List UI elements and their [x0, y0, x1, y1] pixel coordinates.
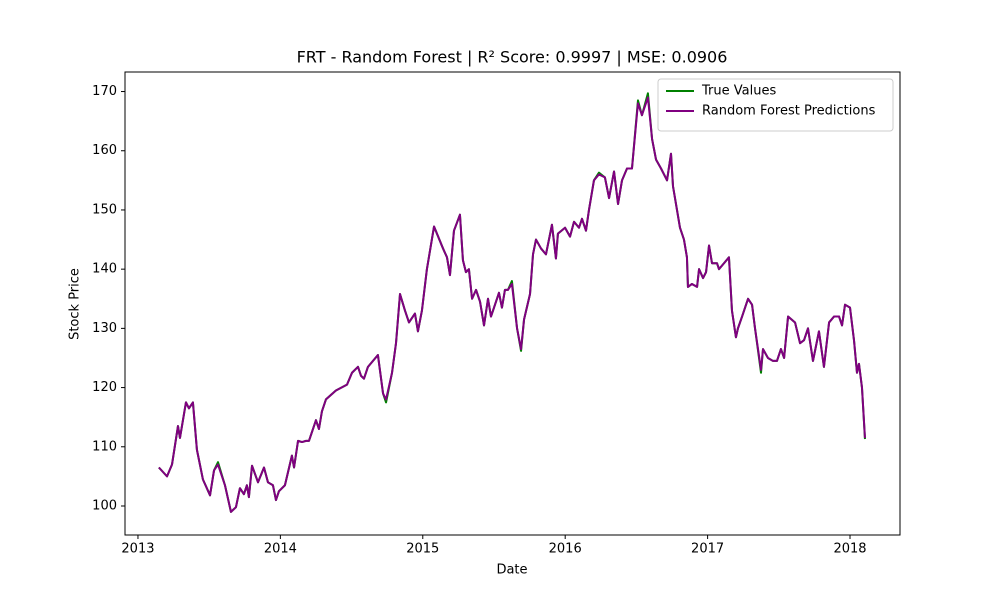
- y-tick-label: 140: [92, 262, 117, 277]
- x-tick-label: 2015: [406, 542, 439, 557]
- y-tick-label: 170: [92, 84, 117, 99]
- y-tick-label: 110: [92, 439, 117, 454]
- y-axis-label: Stock Price: [68, 268, 83, 340]
- legend-box: [657, 78, 894, 132]
- x-tick-label: 2014: [264, 542, 297, 557]
- y-tick-label: 160: [92, 143, 117, 158]
- y-tick-label: 120: [92, 380, 117, 395]
- x-tick-label: 2017: [691, 542, 724, 557]
- y-tick-label: 130: [92, 321, 117, 336]
- x-axis-label: Date: [496, 563, 527, 578]
- x-tick-label: 2016: [549, 542, 582, 557]
- legend-label: Random Forest Predictions: [702, 104, 876, 119]
- y-tick-label: 100: [92, 498, 117, 513]
- chart-title: FRT - Random Forest | R² Score: 0.9997 |…: [297, 48, 728, 67]
- y-tick-label: 150: [92, 202, 117, 217]
- x-tick-label: 2013: [121, 542, 154, 557]
- x-tick-label: 2018: [833, 542, 866, 557]
- legend-label: True Values: [701, 84, 776, 99]
- plot-frame: [124, 71, 901, 536]
- series-line: [158, 96, 866, 513]
